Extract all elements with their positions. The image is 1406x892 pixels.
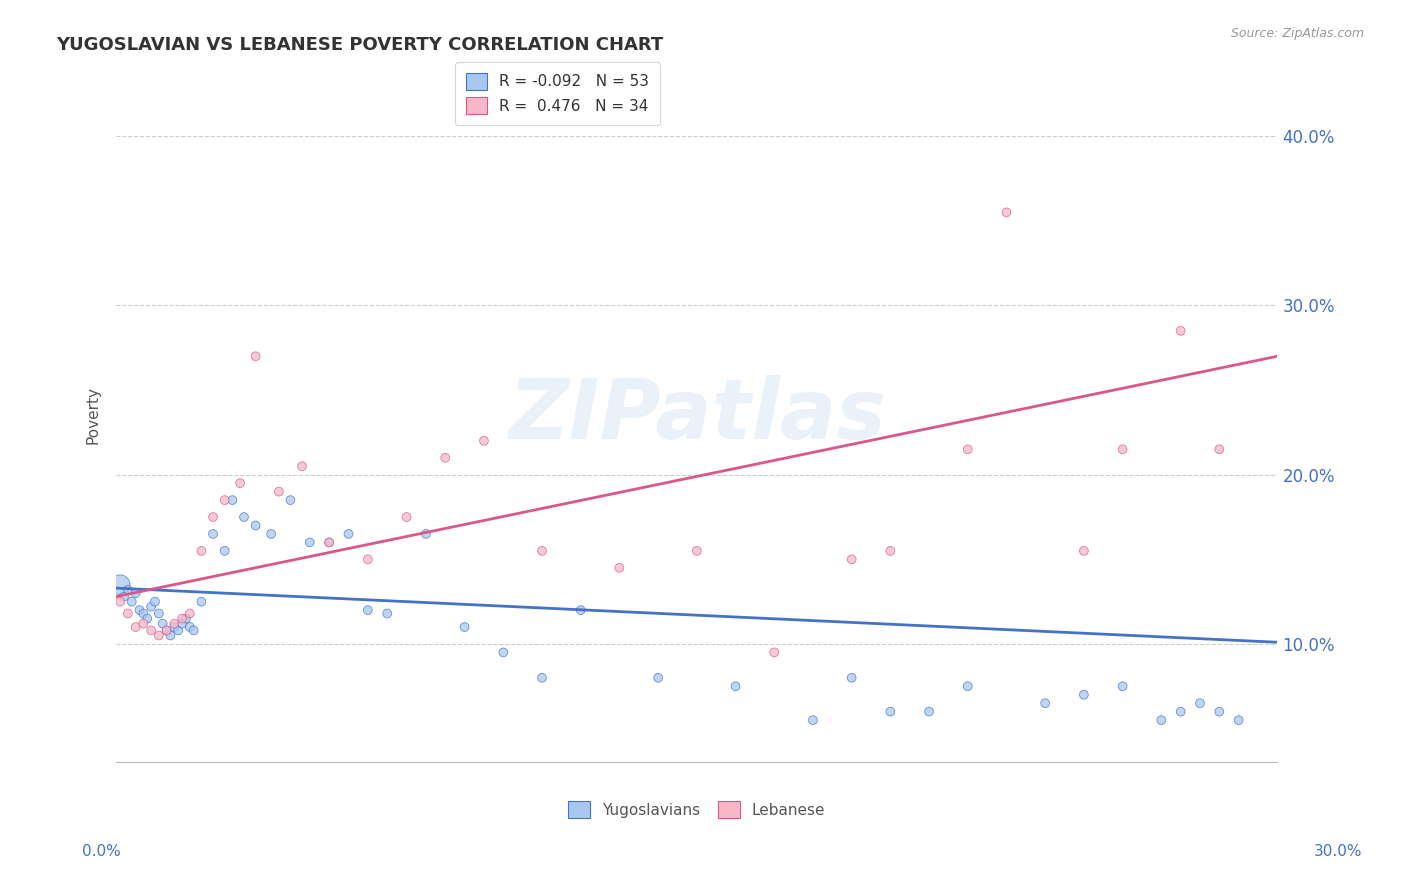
Point [143,594,166,608]
Point [531,671,554,685]
Point [245,518,267,533]
Point [686,544,709,558]
Point [1073,688,1095,702]
Point [260,527,283,541]
Point [132,607,155,621]
Point [139,624,162,638]
Point [280,493,302,508]
Point [163,616,186,631]
Point [569,603,592,617]
Point [1227,713,1250,727]
Point [117,607,139,621]
Point [492,645,515,659]
Point [647,671,669,685]
Point [108,578,131,592]
Text: Source: ZipAtlas.com: Source: ZipAtlas.com [1230,27,1364,40]
Point [163,620,186,634]
Point [229,476,252,491]
Point [1208,705,1230,719]
Text: YUGOSLAVIAN VS LEBANESE POVERTY CORRELATION CHART: YUGOSLAVIAN VS LEBANESE POVERTY CORRELAT… [56,36,664,54]
Point [1073,544,1095,558]
Point [956,442,979,457]
Point [357,603,380,617]
Point [318,535,340,549]
Y-axis label: Poverty: Poverty [86,386,100,444]
Point [918,705,941,719]
Point [214,493,236,508]
Point [155,624,177,638]
Point [155,624,177,638]
Point [472,434,495,448]
Point [128,603,150,617]
Point [159,628,181,642]
Point [112,590,135,604]
Point [170,616,193,631]
Point [956,679,979,693]
Point [202,510,225,524]
Point [298,535,321,549]
Point [221,493,243,508]
Point [291,459,314,474]
Point [183,624,205,638]
Point [245,349,267,363]
Point [124,586,146,600]
Point [214,544,236,558]
Point [139,599,162,614]
Point [136,611,159,625]
Point [337,527,360,541]
Point [841,671,863,685]
Point [1111,442,1133,457]
Point [190,594,212,608]
Point [879,544,901,558]
Point [995,205,1018,219]
Point [763,645,786,659]
Point [267,484,290,499]
Point [124,620,146,634]
Point [879,705,901,719]
Point [841,552,863,566]
Point [1111,679,1133,693]
Point [609,561,631,575]
Point [1208,442,1230,457]
Point [167,624,190,638]
Text: ZIPatlas: ZIPatlas [508,375,886,456]
Point [117,582,139,597]
Point [357,552,380,566]
Text: 0.0%: 0.0% [82,845,121,859]
Point [179,607,201,621]
Point [1188,696,1211,710]
Point [202,527,225,541]
Point [1150,713,1173,727]
Point [132,616,155,631]
Point [531,544,554,558]
Point [190,544,212,558]
Point [1170,324,1192,338]
Point [434,450,457,465]
Point [724,679,747,693]
Point [1170,705,1192,719]
Point [152,616,174,631]
Point [121,594,143,608]
Point [801,713,824,727]
Point [170,611,193,625]
Point [148,628,170,642]
Point [148,607,170,621]
Point [233,510,256,524]
Legend: Yugoslavians, Lebanese: Yugoslavians, Lebanese [562,796,831,824]
Point [415,527,437,541]
Point [1033,696,1056,710]
Point [318,535,340,549]
Point [453,620,475,634]
Point [179,620,201,634]
Point [395,510,418,524]
Point [174,611,197,625]
Point [375,607,398,621]
Text: 30.0%: 30.0% [1315,845,1362,859]
Point [108,594,131,608]
